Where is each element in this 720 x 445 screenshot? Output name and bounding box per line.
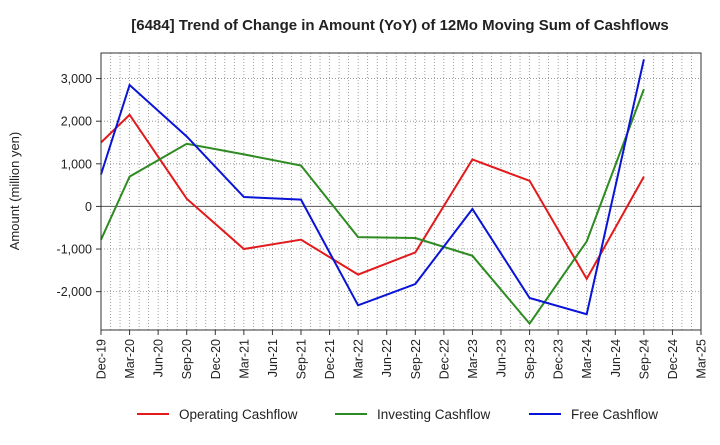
x-tick-label: Mar-23 (466, 339, 480, 379)
series-lines (100, 59, 645, 326)
legend-label-investing-cashflow: Investing Cashflow (377, 407, 491, 422)
x-tick-label: Mar-20 (123, 339, 137, 379)
x-tick-label: Mar-25 (695, 339, 709, 379)
plot-area-frame (100, 52, 702, 331)
x-tick-label: Sep-23 (523, 339, 537, 379)
legend-label-operating-cashflow: Operating Cashflow (179, 407, 298, 422)
y-tick-label: 2,000 (61, 115, 92, 129)
series-line-free-cashflow (100, 59, 645, 316)
x-tick-label: Jun-21 (266, 339, 280, 377)
chart-title: [6484] Trend of Change in Amount (YoY) o… (131, 17, 669, 34)
x-tick-label: Mar-24 (580, 339, 594, 379)
y-tick-label: -2,000 (57, 285, 92, 299)
x-tick-label: Jun-23 (495, 339, 509, 377)
x-tick-label: Sep-21 (295, 339, 309, 379)
x-tick-label: Jun-20 (152, 339, 166, 377)
y-axis-ticks: -2,000 -1,000 0 1,000 2,000 3,000 (57, 72, 101, 299)
x-tick-label: Sep-24 (637, 339, 651, 379)
x-tick-label: Mar-22 (352, 339, 366, 379)
y-tick-label: 1,000 (61, 157, 92, 171)
series-line-investing-cashflow (100, 88, 645, 326)
y-axis-label: Amount (million yen) (7, 132, 22, 251)
x-tick-label: Dec-22 (437, 339, 451, 379)
y-tick-label: 3,000 (61, 72, 92, 86)
x-axis-ticks: Dec-19 Mar-20 Jun-20 Sep-20 Dec-20 Mar-21 Jun-… (95, 330, 709, 379)
x-tick-label: Jun-24 (609, 339, 623, 377)
x-tick-label: Dec-20 (209, 339, 223, 379)
series-line-operating-cashflow (100, 113, 645, 281)
y-tick-label: -1,000 (57, 243, 92, 257)
x-tick-label: Dec-21 (323, 339, 337, 379)
x-tick-label: Dec-19 (95, 339, 109, 379)
x-tick-label: Mar-21 (237, 339, 251, 379)
x-tick-label: Sep-20 (180, 339, 194, 379)
legend: Operating Cashflow Investing Cashflow Free… (137, 407, 658, 422)
x-tick-label: Dec-23 (552, 339, 566, 379)
y-tick-label: 0 (85, 200, 92, 214)
legend-label-free-cashflow: Free Cashflow (571, 407, 658, 422)
x-tick-label: Dec-24 (666, 339, 680, 379)
x-tick-label: Sep-22 (409, 339, 423, 379)
x-tick-label: Jun-22 (380, 339, 394, 377)
